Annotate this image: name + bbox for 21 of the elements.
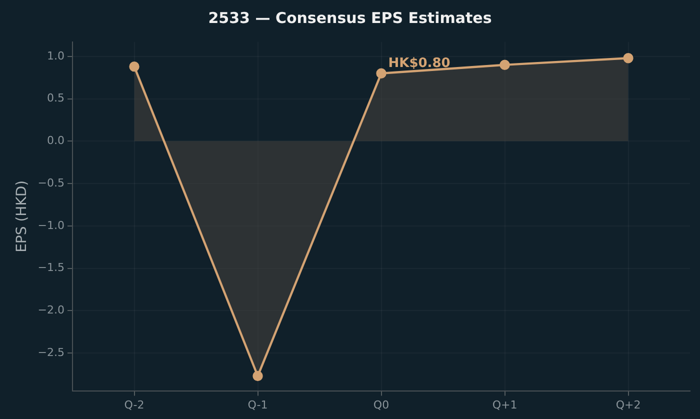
annotation: HK$0.80 (388, 56, 450, 72)
y-tick-label: −1.5 (38, 261, 65, 274)
point (129, 61, 140, 72)
y-tick-label: 1.0 (47, 49, 65, 62)
x-tick-label: Q-1 (248, 398, 268, 412)
y-tick-label: −0.5 (38, 176, 65, 190)
y-tick-label: −1.0 (38, 218, 65, 232)
y-axis-title: EPS (HKD) (14, 180, 30, 252)
y-tick-label: −2.5 (38, 346, 65, 359)
x-tick-label: Q-2 (124, 398, 144, 412)
y-tick-label: 0.5 (47, 92, 65, 105)
chart-title: 2533 — Consensus EPS Estimates (208, 8, 492, 27)
x-tick-label: Q0 (373, 398, 390, 412)
y-tick-label: −2.0 (38, 304, 65, 317)
point (376, 68, 386, 78)
point (623, 53, 634, 64)
y-tick-label: 0.0 (47, 134, 65, 148)
x-tick-label: Q+1 (492, 398, 518, 412)
point (500, 60, 510, 70)
point (252, 370, 263, 382)
x-tick-label: Q+2 (616, 398, 641, 412)
